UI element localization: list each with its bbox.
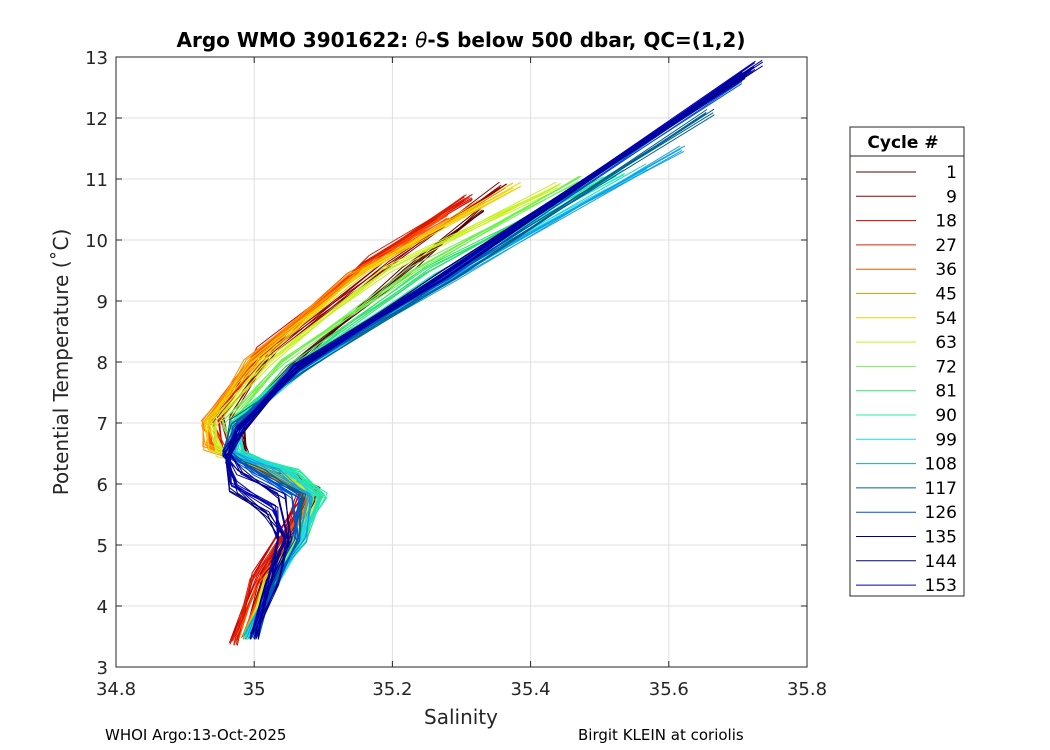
y-tick-label: 12 xyxy=(85,109,108,130)
y-tick-label: 10 xyxy=(85,231,108,252)
x-tick-label: 35.6 xyxy=(649,679,689,700)
footer-left: WHOI Argo:13-Oct-2025 xyxy=(105,726,287,744)
footer-right: Birgit KLEIN at coriolis xyxy=(578,726,744,744)
legend-label-1: 1 xyxy=(946,163,957,183)
legend-items: 1 9 18 27 36 45 54 63 72 81 90 99 108 117 126 135 144 153 xyxy=(856,163,957,596)
series-line-cycle-144 xyxy=(227,68,756,640)
x-tick-label: 34.8 xyxy=(96,679,136,700)
x-tick-label: 35.4 xyxy=(511,679,551,700)
series-line-cycle-153 xyxy=(222,64,755,635)
series-line-cycle-153 xyxy=(229,65,763,638)
legend-label-99: 99 xyxy=(935,430,957,450)
legend-label-90: 90 xyxy=(935,406,957,426)
legend-label-54: 54 xyxy=(935,309,957,329)
legend-label-153: 153 xyxy=(925,576,957,596)
legend: Cycle # 19182736455463728190991081171261… xyxy=(849,126,965,597)
legend-label-81: 81 xyxy=(935,382,957,402)
y-tick-label: 6 xyxy=(97,475,108,496)
title-theta: θ xyxy=(415,28,427,52)
legend-label-36: 36 xyxy=(935,260,957,280)
x-tick-label: 35.8 xyxy=(787,679,827,700)
chart-title: Argo WMO 3901622: θ-S below 500 dbar, QC… xyxy=(177,28,746,52)
y-tick-label: 11 xyxy=(85,170,108,191)
legend-label-117: 117 xyxy=(925,479,957,499)
legend-label-45: 45 xyxy=(935,285,957,305)
legend-box xyxy=(849,126,965,597)
legend-label-18: 18 xyxy=(935,212,957,232)
legend-title: Cycle # xyxy=(867,133,938,153)
legend-label-135: 135 xyxy=(925,528,957,548)
y-tick-label: 4 xyxy=(97,597,108,618)
y-axis-label: Potential Temperature (˚C) xyxy=(49,229,73,496)
x-tick-label: 35 xyxy=(243,679,266,700)
title-suffix: -S below 500 dbar, QC=(1,2) xyxy=(427,28,745,52)
series-line-cycle-153 xyxy=(229,61,763,635)
legend-label-72: 72 xyxy=(935,357,957,377)
x-tick-label: 35.2 xyxy=(372,679,412,700)
x-tick-labels: 34.8 35 35.2 35.4 35.6 35.8 xyxy=(96,57,827,700)
y-tick-label: 5 xyxy=(97,536,108,557)
x-axis-label: Salinity xyxy=(424,705,498,729)
y-tick-label: 3 xyxy=(97,658,108,679)
title-prefix: Argo WMO 3901622: xyxy=(177,28,416,52)
y-tick-label: 13 xyxy=(85,48,108,69)
legend-label-9: 9 xyxy=(946,187,957,207)
legend-label-63: 63 xyxy=(935,333,957,353)
series-lines xyxy=(201,59,763,646)
legend-label-27: 27 xyxy=(935,236,957,256)
y-tick-labels: 3 4 5 6 7 8 9 10 11 12 13 xyxy=(85,48,807,679)
legend-label-108: 108 xyxy=(925,455,957,475)
legend-label-144: 144 xyxy=(925,552,957,572)
y-tick-label: 7 xyxy=(97,414,108,435)
y-tick-label: 8 xyxy=(97,353,108,374)
legend-label-126: 126 xyxy=(925,503,957,523)
y-tick-label: 9 xyxy=(97,292,108,313)
